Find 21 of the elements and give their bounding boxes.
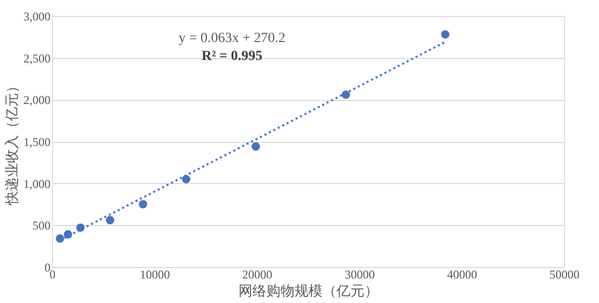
y-tick-label: 2,500	[24, 51, 50, 66]
x-tick-label: 40000	[447, 268, 478, 282]
point	[342, 90, 350, 99]
x-axis-title: 网络购物规模（亿元）	[238, 284, 378, 300]
x-tick-label: 20000	[242, 268, 272, 282]
annotation: y = 0.063x + 270.2	[178, 31, 286, 46]
annotation: R² = 0.995	[202, 49, 262, 64]
y-tick-label: 2,000	[24, 93, 50, 108]
y-tick-label: 1,500	[24, 135, 50, 149]
y-tick-label: 500	[32, 218, 50, 233]
point	[106, 216, 114, 224]
y-axis-title: 快递业收入（亿元）	[4, 79, 20, 206]
x-tick-label: 50000	[550, 268, 580, 282]
x-tick-label: 30000	[344, 268, 375, 282]
point	[441, 30, 450, 39]
point	[182, 174, 190, 184]
y-tick-label: 1,000	[24, 176, 50, 191]
y-tick-label: 3,000	[24, 10, 50, 24]
point	[138, 200, 148, 208]
x-tick-label: 10000	[140, 268, 170, 282]
point	[252, 142, 260, 151]
